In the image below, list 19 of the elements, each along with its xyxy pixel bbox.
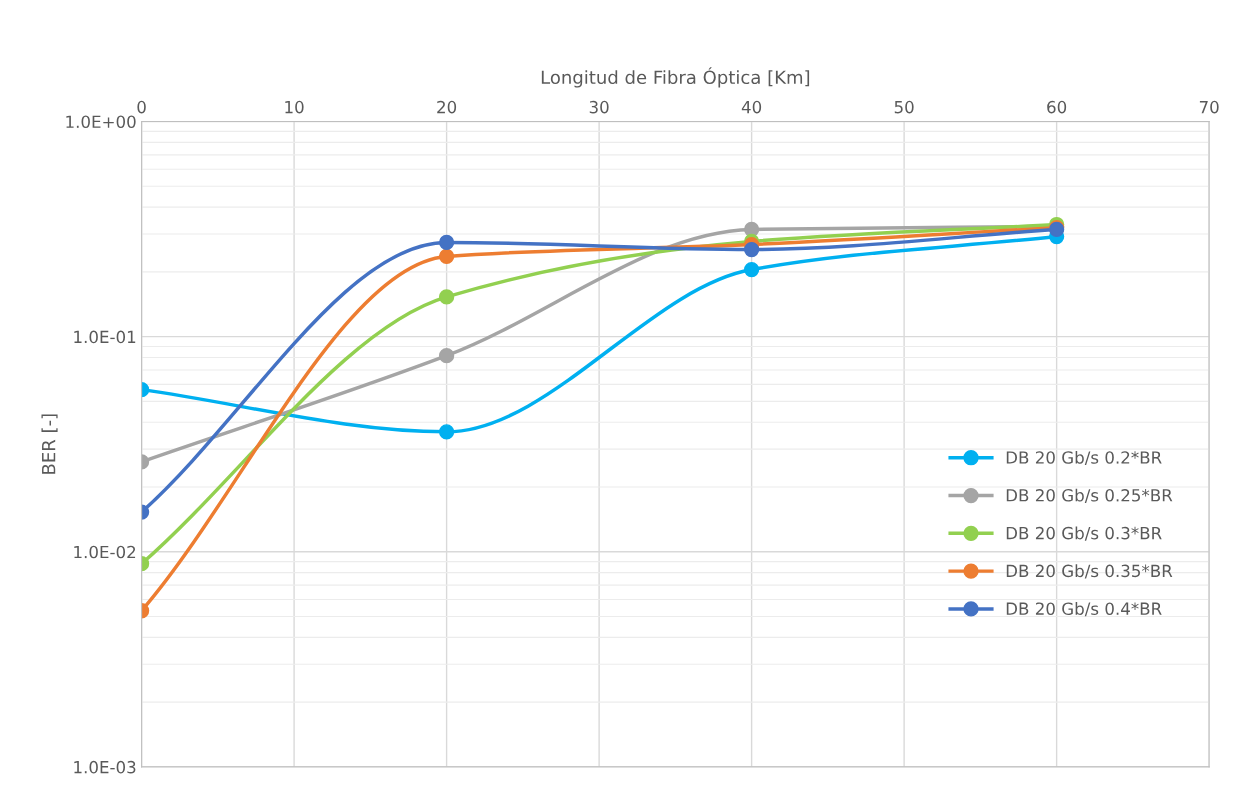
x-tick-label: 30 <box>589 100 609 114</box>
legend-label: DB 20 Gb/s 0.35*BR <box>1006 564 1173 579</box>
x-tick-label: 60 <box>1047 100 1067 114</box>
x-tick-label: 0 <box>137 100 146 114</box>
x-tick-label: 20 <box>437 100 457 114</box>
legend-label: DB 20 Gb/s 0.4*BR <box>1006 602 1162 617</box>
x-axis-title: Longitud de Fibra Óptica [Km] <box>541 67 810 88</box>
y-tick-label: 1.0E-03 <box>74 760 136 774</box>
y-tick-label: 1.0E-02 <box>74 545 136 559</box>
x-tick-label: 70 <box>1199 100 1219 114</box>
x-tick-label: 50 <box>894 100 914 114</box>
x-tick-label: 40 <box>741 100 762 114</box>
x-tick-label: 10 <box>285 100 304 114</box>
y-tick-label: 1.0E-01 <box>74 330 136 344</box>
legend-label: DB 20 Gb/s 0.3*BR <box>1006 526 1162 541</box>
legend-label: DB 20 Gb/s 0.25*BR <box>1006 488 1173 503</box>
y-tick-label: 1.0E+00 <box>66 115 136 129</box>
legend-label: DB 20 Gb/s 0.2*BR <box>1006 450 1162 466</box>
y-axis-title: BER [-] <box>41 414 58 474</box>
